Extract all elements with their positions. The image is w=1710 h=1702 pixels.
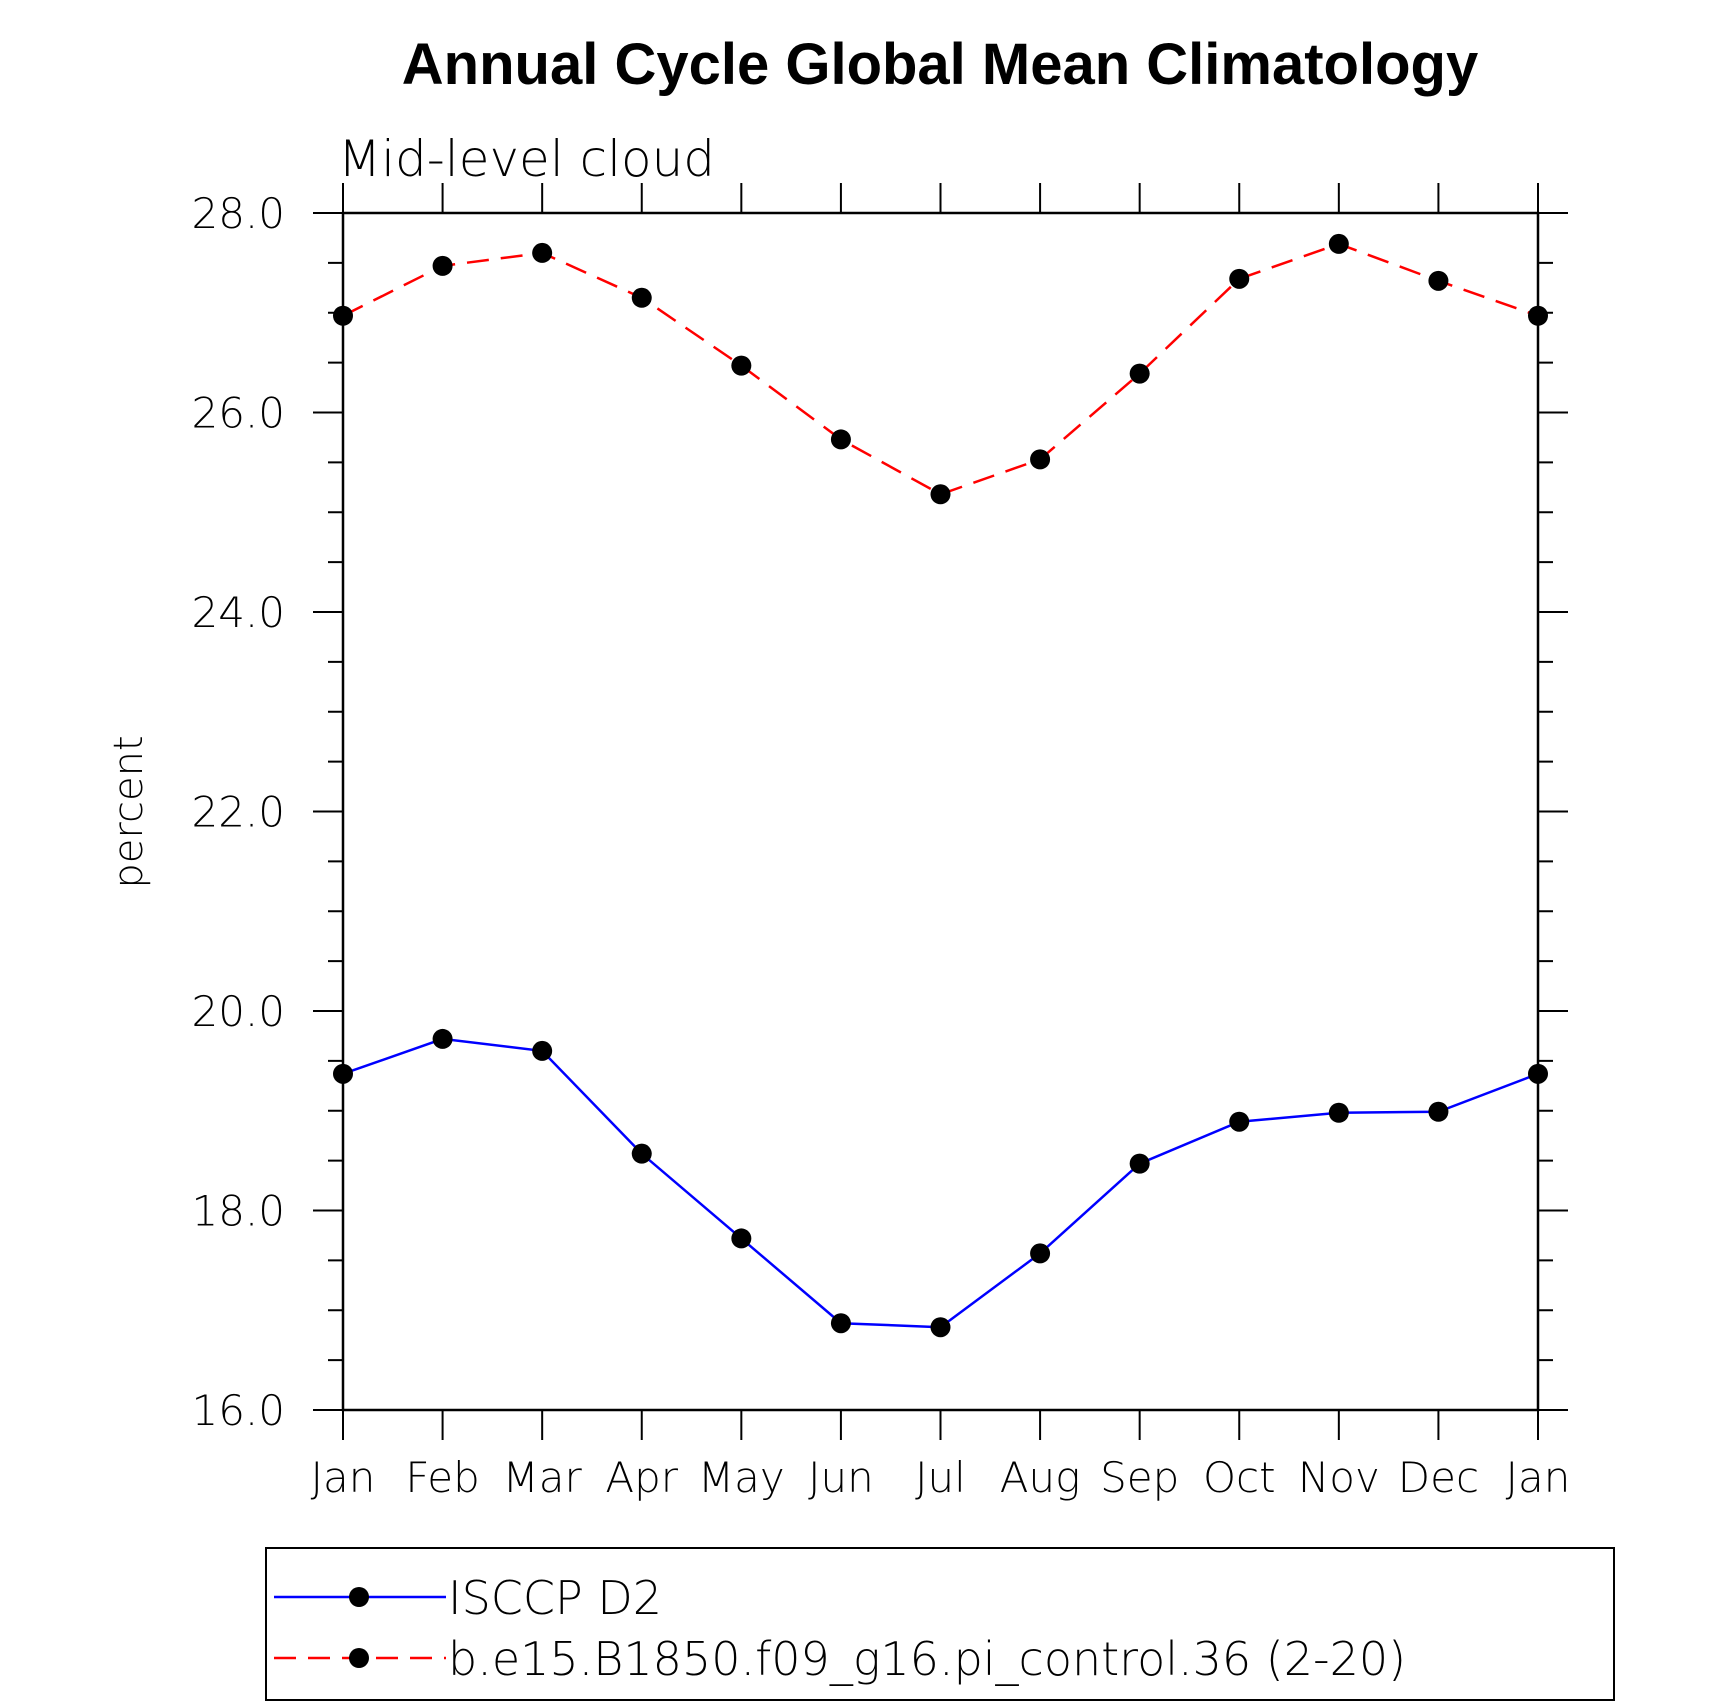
x-tick-label: Aug	[1000, 1453, 1081, 1502]
data-point	[1528, 305, 1548, 326]
legend-label: b.e15.B1850.f09_g16.pi_control.36 (2-20)	[448, 1632, 1406, 1686]
x-tick-label: May	[698, 1453, 785, 1502]
data-point	[1030, 449, 1051, 470]
series-2	[333, 233, 1548, 505]
data-point	[731, 355, 752, 376]
y-tick-label: 20.0	[191, 987, 285, 1036]
data-point	[631, 1143, 652, 1164]
legend-label: ISCCP D2	[448, 1571, 662, 1625]
y-tick-label: 18.0	[191, 1187, 285, 1236]
x-tick-label: Jul	[915, 1453, 966, 1502]
data-point	[830, 429, 851, 450]
legend-item: ISCCP D2	[274, 1571, 662, 1625]
chart-title: Annual Cycle Global Mean Climatology	[402, 32, 1478, 97]
x-tick-label: Jun	[808, 1453, 874, 1502]
legend-marker	[349, 1648, 369, 1668]
data-point	[731, 1228, 752, 1249]
data-point	[432, 1028, 453, 1049]
data-point	[333, 305, 353, 326]
x-tick-label: Feb	[405, 1453, 479, 1502]
data-point	[930, 484, 951, 505]
data-point	[1428, 270, 1449, 291]
data-point	[830, 1313, 851, 1334]
data-point	[631, 287, 652, 308]
data-point	[532, 1040, 553, 1061]
legend-box	[265, 1547, 1615, 1701]
x-tick-label: Dec	[1398, 1453, 1479, 1502]
data-point	[930, 1317, 951, 1338]
series-line	[342, 1037, 1539, 1329]
y-axis-label: percent	[106, 735, 152, 888]
data-point	[1428, 1101, 1449, 1122]
data-point	[1328, 1102, 1349, 1123]
x-tick-label: Jan	[1506, 1453, 1571, 1502]
y-tick-label: 16.0	[191, 1386, 285, 1435]
y-axis: 16.0 18.0 20.0 22.0 24.0 26.0 28.0	[191, 189, 1568, 1435]
y-tick-label: 24.0	[191, 588, 285, 637]
legend: ISCCP D2 b.e15.B1850.f09_g16.pi_control.3…	[265, 1547, 1615, 1701]
data-point	[1229, 268, 1250, 289]
series-line	[342, 242, 1539, 496]
x-tick-label: Apr	[605, 1453, 678, 1502]
x-tick-label: Mar	[503, 1453, 583, 1502]
x-tick-label: Oct	[1203, 1453, 1276, 1502]
data-point	[1328, 233, 1349, 254]
data-point	[1528, 1063, 1548, 1084]
data-point	[333, 1063, 353, 1084]
x-tick-label: Nov	[1298, 1453, 1380, 1502]
x-axis: Jan Feb Mar Apr May Jun Jul Aug Sep Oct Nov Dec Jan	[311, 183, 1571, 1502]
y-tick-label: 26.0	[191, 389, 285, 438]
y-tick-label: 28.0	[191, 189, 285, 238]
data-point	[1229, 1111, 1250, 1132]
data-point	[532, 242, 553, 263]
series-layer	[333, 233, 1548, 1338]
plot-border	[341, 211, 1540, 1412]
data-point	[1129, 363, 1150, 384]
data-point	[432, 255, 453, 276]
x-tick-label: Jan	[311, 1453, 376, 1502]
chart-subtitle: Mid-level cloud	[338, 130, 715, 188]
data-point	[1030, 1243, 1051, 1264]
legend-item: b.e15.B1850.f09_g16.pi_control.36 (2-20)	[274, 1632, 1406, 1686]
legend-marker	[349, 1587, 369, 1607]
data-point	[1129, 1153, 1150, 1174]
plot-frame	[341, 211, 1540, 1412]
x-tick-label: Sep	[1100, 1453, 1179, 1502]
series-1	[333, 1028, 1548, 1338]
y-tick-label: 22.0	[191, 788, 285, 837]
